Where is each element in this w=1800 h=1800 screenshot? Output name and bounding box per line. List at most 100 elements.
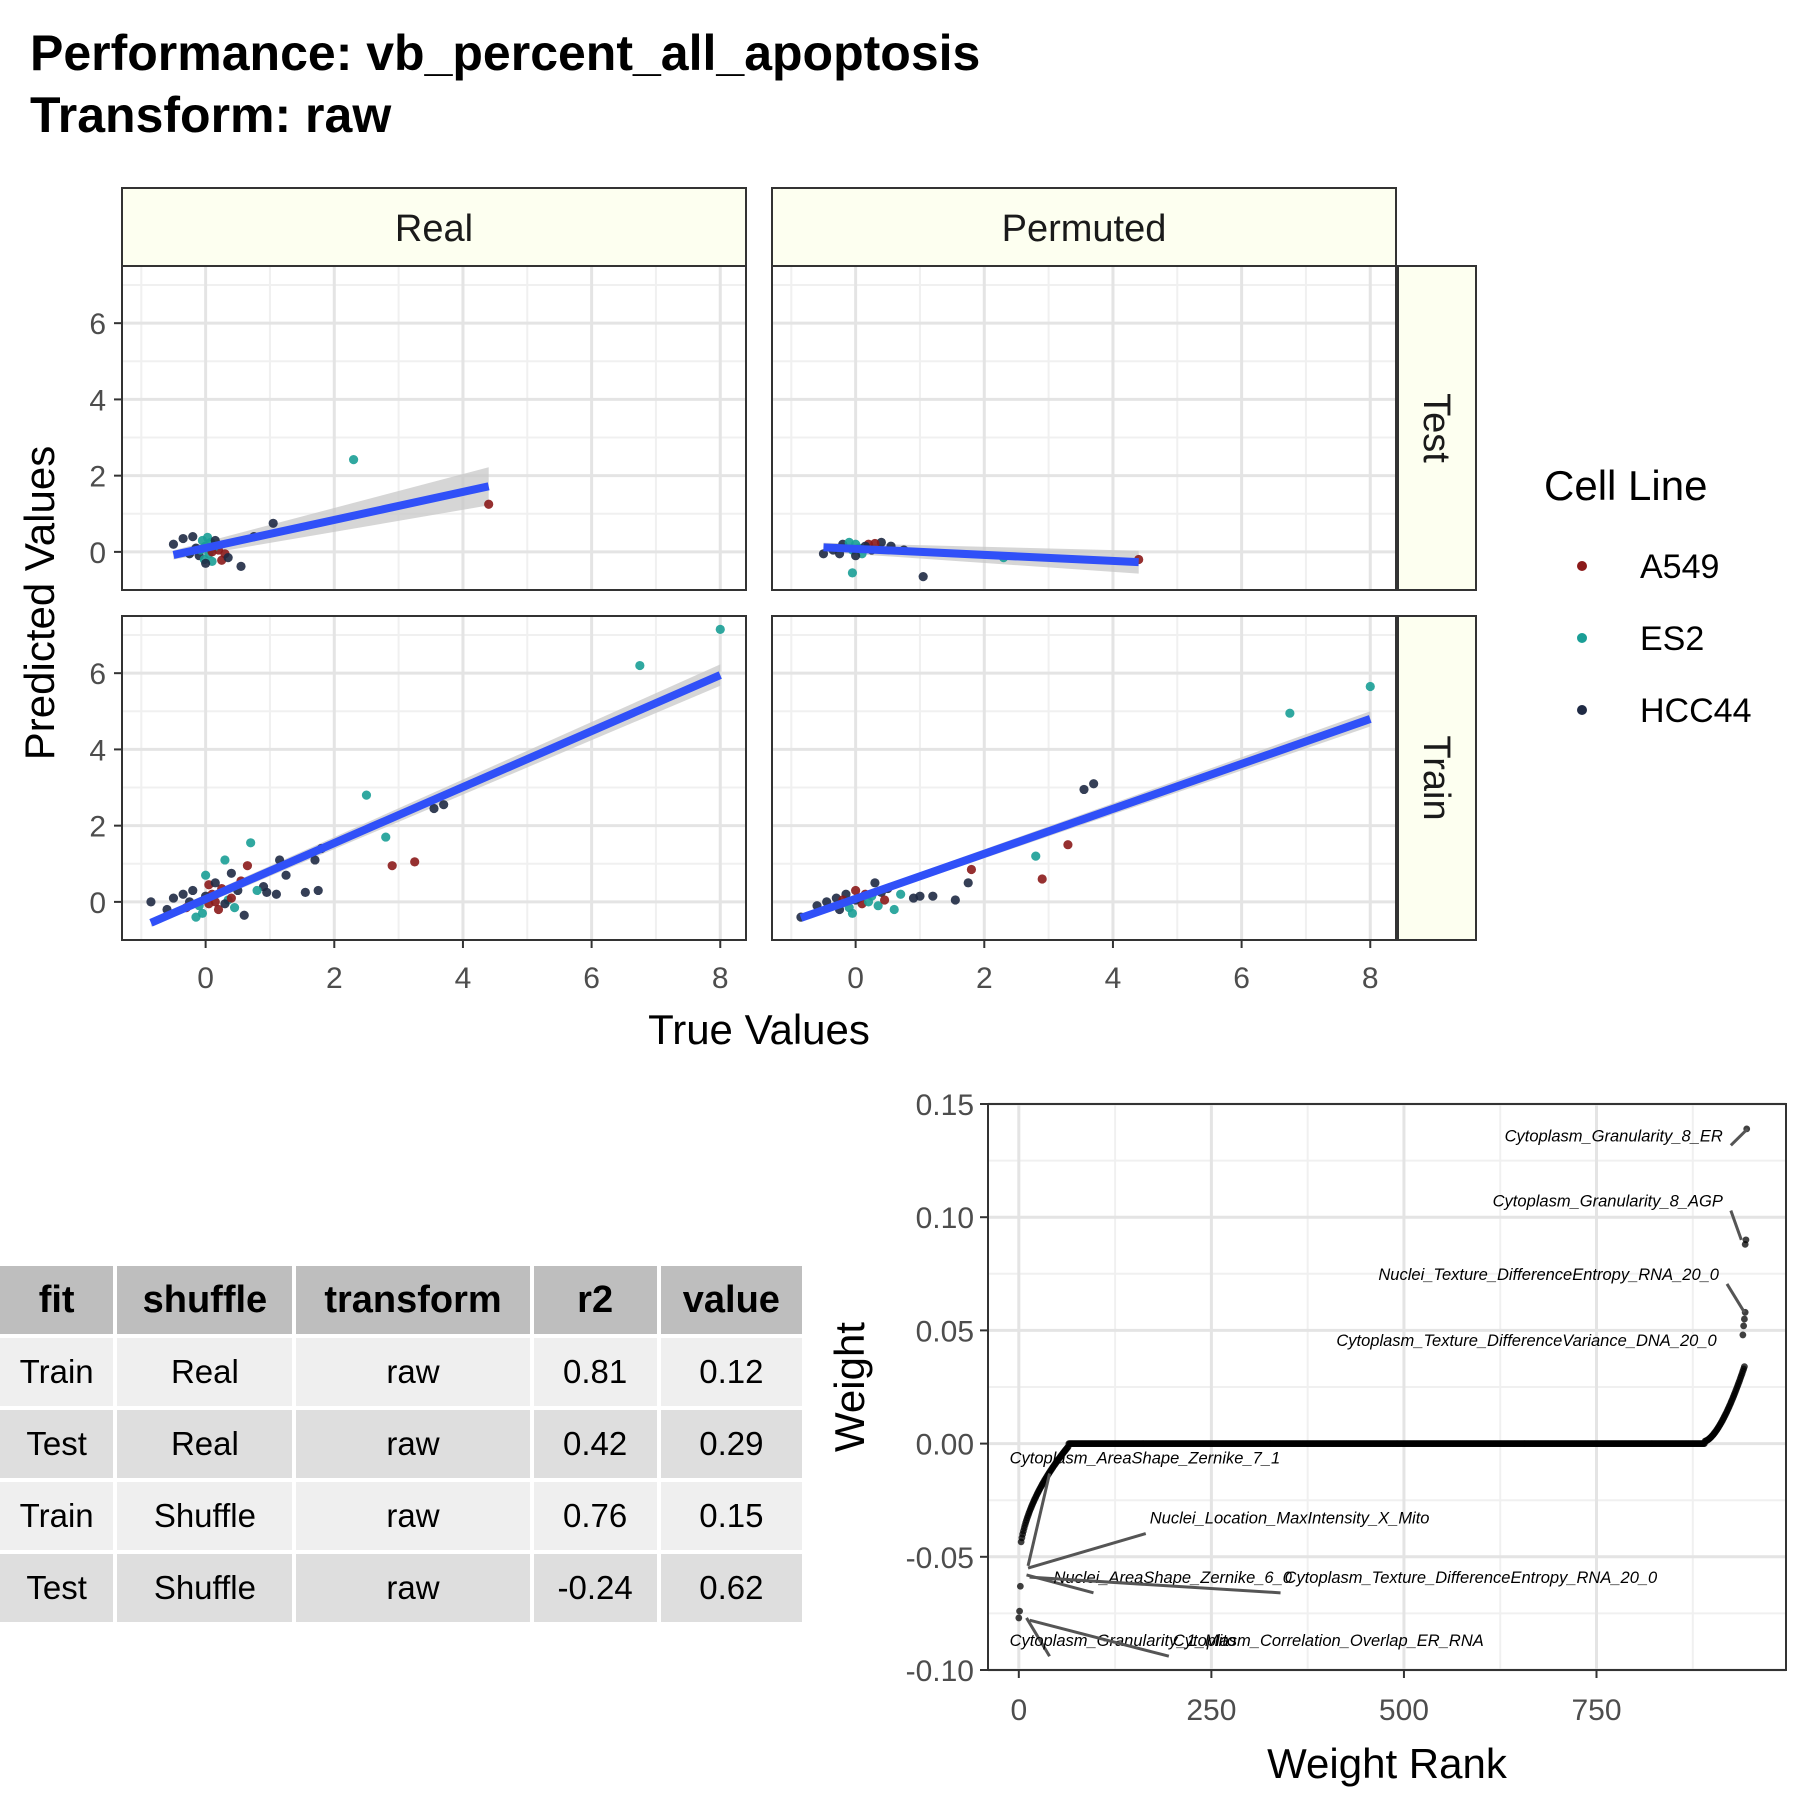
data-point	[178, 889, 188, 899]
data-point	[847, 568, 858, 578]
data-point	[896, 889, 906, 899]
table-header-cell: fit	[0, 1266, 114, 1334]
x-tick-label: 4	[1105, 962, 1122, 995]
panel-border	[771, 615, 1397, 941]
column-strip-label: Real	[395, 208, 473, 250]
title-line-2: Transform: raw	[30, 87, 392, 143]
data-point	[271, 889, 281, 899]
facet-panel-permuted-train	[771, 615, 1397, 941]
data-point	[281, 870, 291, 880]
x-tick-label: 0	[197, 962, 214, 995]
data-point	[229, 903, 240, 913]
table-header-cell: value	[660, 1266, 802, 1334]
data-point	[146, 897, 156, 907]
row-strip-label: Test	[1415, 393, 1457, 463]
x-tick-label: 500	[1379, 1694, 1429, 1727]
performance-facet-chart: Real Permuted Test Train 0 2 4 6 8 0 2 4 6 8 0 2 4 6 0 2 4 6 T…	[16, 187, 1751, 1053]
data-point	[1089, 779, 1099, 789]
table-cell: 0.29	[660, 1410, 802, 1478]
weight-point	[1015, 1614, 1023, 1622]
data-point	[1037, 874, 1047, 884]
y-tick-label: -0.05	[906, 1542, 974, 1575]
x-axis-title: Weight Rank	[1267, 1740, 1508, 1787]
x-tick-label: 0	[1010, 1694, 1027, 1727]
data-point	[851, 885, 861, 896]
annotation-leader	[1729, 1127, 1749, 1147]
table-cell: -0.24	[533, 1554, 657, 1622]
x-tick-label: 6	[583, 962, 600, 995]
data-point	[246, 838, 256, 848]
data-point	[429, 803, 439, 814]
row-strip-label: Train	[1415, 735, 1457, 820]
x-tick-label: 250	[1186, 1694, 1236, 1727]
data-point	[242, 861, 253, 871]
data-point	[484, 499, 494, 509]
y-tick-label: 0.15	[916, 1089, 974, 1122]
weight-point	[1016, 1607, 1023, 1615]
data-point	[851, 551, 861, 561]
table-header-cell: shuffle	[117, 1266, 293, 1334]
data-point	[818, 549, 829, 559]
data-point	[1063, 840, 1073, 850]
data-point	[928, 891, 938, 901]
x-axis-title: True Values	[648, 1006, 870, 1053]
annotation-leader	[1029, 1575, 1281, 1595]
table-row: Test Real raw 0.42 0.29	[0, 1410, 802, 1478]
table-row: Test Shuffle raw -0.24 0.62	[0, 1554, 802, 1622]
data-point	[268, 518, 278, 528]
regression-line	[799, 715, 1372, 922]
annotation-label: Cytoplasm_Granularity_1_Mito	[1010, 1632, 1237, 1650]
annotation-leader	[1029, 1618, 1170, 1658]
x-tick-label: 2	[976, 962, 993, 995]
table-header-cell: r2	[533, 1266, 657, 1334]
data-point	[168, 893, 179, 903]
data-point	[188, 532, 198, 542]
data-point	[178, 533, 188, 544]
data-point	[870, 878, 880, 888]
data-point	[439, 800, 449, 810]
facet-panel-real-test	[121, 265, 747, 591]
annotation-label: Nuclei_Location_MaxIntensity_X_Mito	[1150, 1510, 1430, 1528]
x-tick-label: 2	[326, 962, 343, 995]
annotation-label: Cytoplasm_AreaShape_Zernike_7_1	[1010, 1450, 1281, 1468]
annotation-leader	[1025, 1617, 1051, 1658]
data-point	[847, 908, 858, 918]
data-point	[908, 893, 919, 903]
annotation-leader	[1729, 1210, 1743, 1241]
data-point	[220, 899, 230, 909]
y-tick-label: 0.05	[916, 1315, 974, 1348]
y-axis-title: Weight	[826, 1322, 873, 1452]
data-point	[236, 561, 246, 571]
data-point	[201, 870, 211, 880]
table-cell: 0.62	[660, 1554, 802, 1622]
data-point	[361, 790, 372, 800]
panel-border	[987, 1103, 1787, 1671]
regression-line	[823, 543, 1139, 567]
data-point	[1285, 708, 1295, 718]
table-header-row: fit shuffle transform r2 value	[0, 1266, 802, 1334]
data-point	[223, 553, 233, 563]
data-point	[879, 895, 890, 905]
x-tick-label: 0	[847, 962, 864, 995]
legend-label: HCC44	[1640, 692, 1751, 730]
weight-panel: Cytoplasm_Granularity_8_ER Cytoplasm_Gran…	[987, 1102, 1787, 1672]
annotation-label: Cytoplasm_Texture_DifferenceEntropy_RNA_…	[1285, 1569, 1658, 1587]
facet-panel-permuted-test	[771, 265, 1397, 591]
y-tick-label: -0.10	[906, 1655, 974, 1688]
annotation-label: Cytoplasm_Granularity_8_AGP	[1493, 1193, 1723, 1211]
data-point	[387, 861, 397, 871]
column-strip-label: Permuted	[1002, 208, 1167, 250]
y-tick-label: 0.00	[916, 1429, 974, 1462]
table-cell: Shuffle	[117, 1482, 293, 1550]
table-cell: raw	[296, 1554, 530, 1622]
data-point	[226, 893, 236, 903]
results-table-container: fit shuffle transform r2 value Train Rea…	[0, 1262, 806, 1626]
data-point	[381, 832, 391, 842]
weight-point	[1741, 1363, 1748, 1371]
data-point	[213, 904, 224, 915]
table-cell: Test	[0, 1410, 114, 1478]
data-point	[918, 572, 928, 582]
data-point	[950, 895, 960, 905]
table-cell: 0.42	[533, 1410, 657, 1478]
data-point	[226, 868, 236, 878]
